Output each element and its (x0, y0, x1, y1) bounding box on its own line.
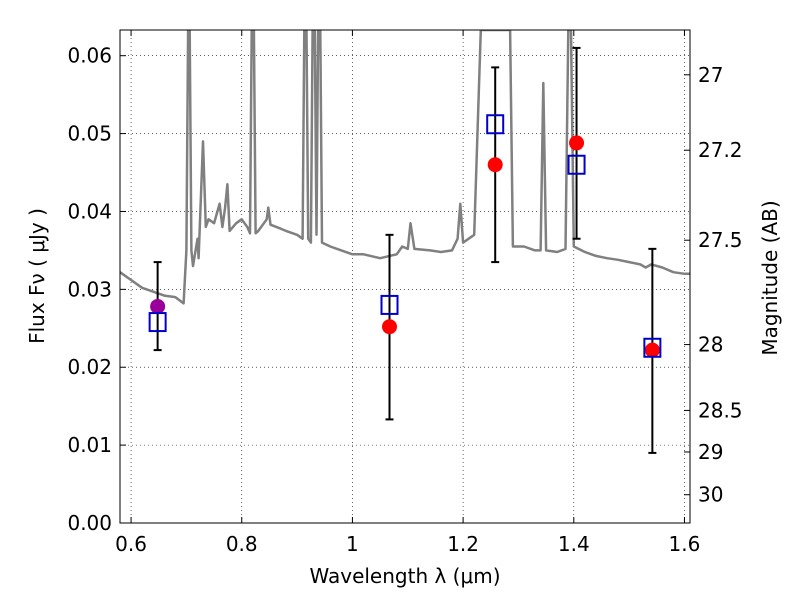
y2-tick-label: 27.2 (698, 138, 743, 162)
y2-tick-label: 27 (698, 63, 723, 87)
x-tick-label: 1.2 (447, 532, 479, 556)
y2-tick-label: 28.5 (698, 398, 743, 422)
plot-area (120, 30, 690, 305)
model-photometry-square (380, 294, 399, 315)
y-tick-label: 0.00 (67, 511, 112, 535)
y2-tick-label: 27.5 (698, 228, 743, 252)
gridlines (120, 30, 690, 524)
x-tick-label: 0.6 (115, 532, 147, 556)
spectrum-line (120, 30, 690, 305)
y2-tick-label: 29 (698, 440, 723, 464)
plot-frame (119, 29, 691, 524)
y2-axis-label: Magnitude (AB) (758, 200, 782, 355)
model-photometry-square (148, 312, 167, 333)
y-tick-label: 0.01 (67, 433, 112, 457)
observed-photometry-point (487, 157, 503, 173)
model-photometry-square (643, 337, 662, 358)
y2-tick-label: 28 (698, 333, 723, 357)
observed-photometry-point (382, 319, 398, 335)
x-tick-label: 1 (346, 532, 359, 556)
observed-photometry-point (644, 342, 660, 358)
observed-photometry-point (150, 298, 166, 314)
y2-tick-label: 30 (698, 483, 723, 507)
model-photometry-square (486, 114, 505, 135)
model-photometry-square (567, 154, 586, 175)
series-layer (120, 30, 690, 305)
x-axis-label: Wavelength λ (μm) (309, 564, 500, 588)
y-tick-label: 0.04 (67, 199, 112, 223)
marker-layer (148, 46, 662, 454)
x-tick-label: 0.8 (226, 532, 258, 556)
axis-ticks: 0.6 0.8 1 1.2 1.4 1.6 0.00 0.01 0.02 0.03 0.04 0.05… (67, 30, 743, 556)
observed-photometry-point (569, 135, 585, 151)
y-axis-label: Flux Fν ( μJy ) (25, 208, 49, 344)
y-tick-label: 0.02 (67, 355, 112, 379)
y-tick-label: 0.03 (67, 277, 112, 301)
x-tick-label: 1.6 (669, 532, 701, 556)
y-tick-label: 0.06 (67, 44, 112, 68)
x-tick-label: 1.4 (558, 532, 590, 556)
y-tick-label: 0.05 (67, 122, 112, 146)
